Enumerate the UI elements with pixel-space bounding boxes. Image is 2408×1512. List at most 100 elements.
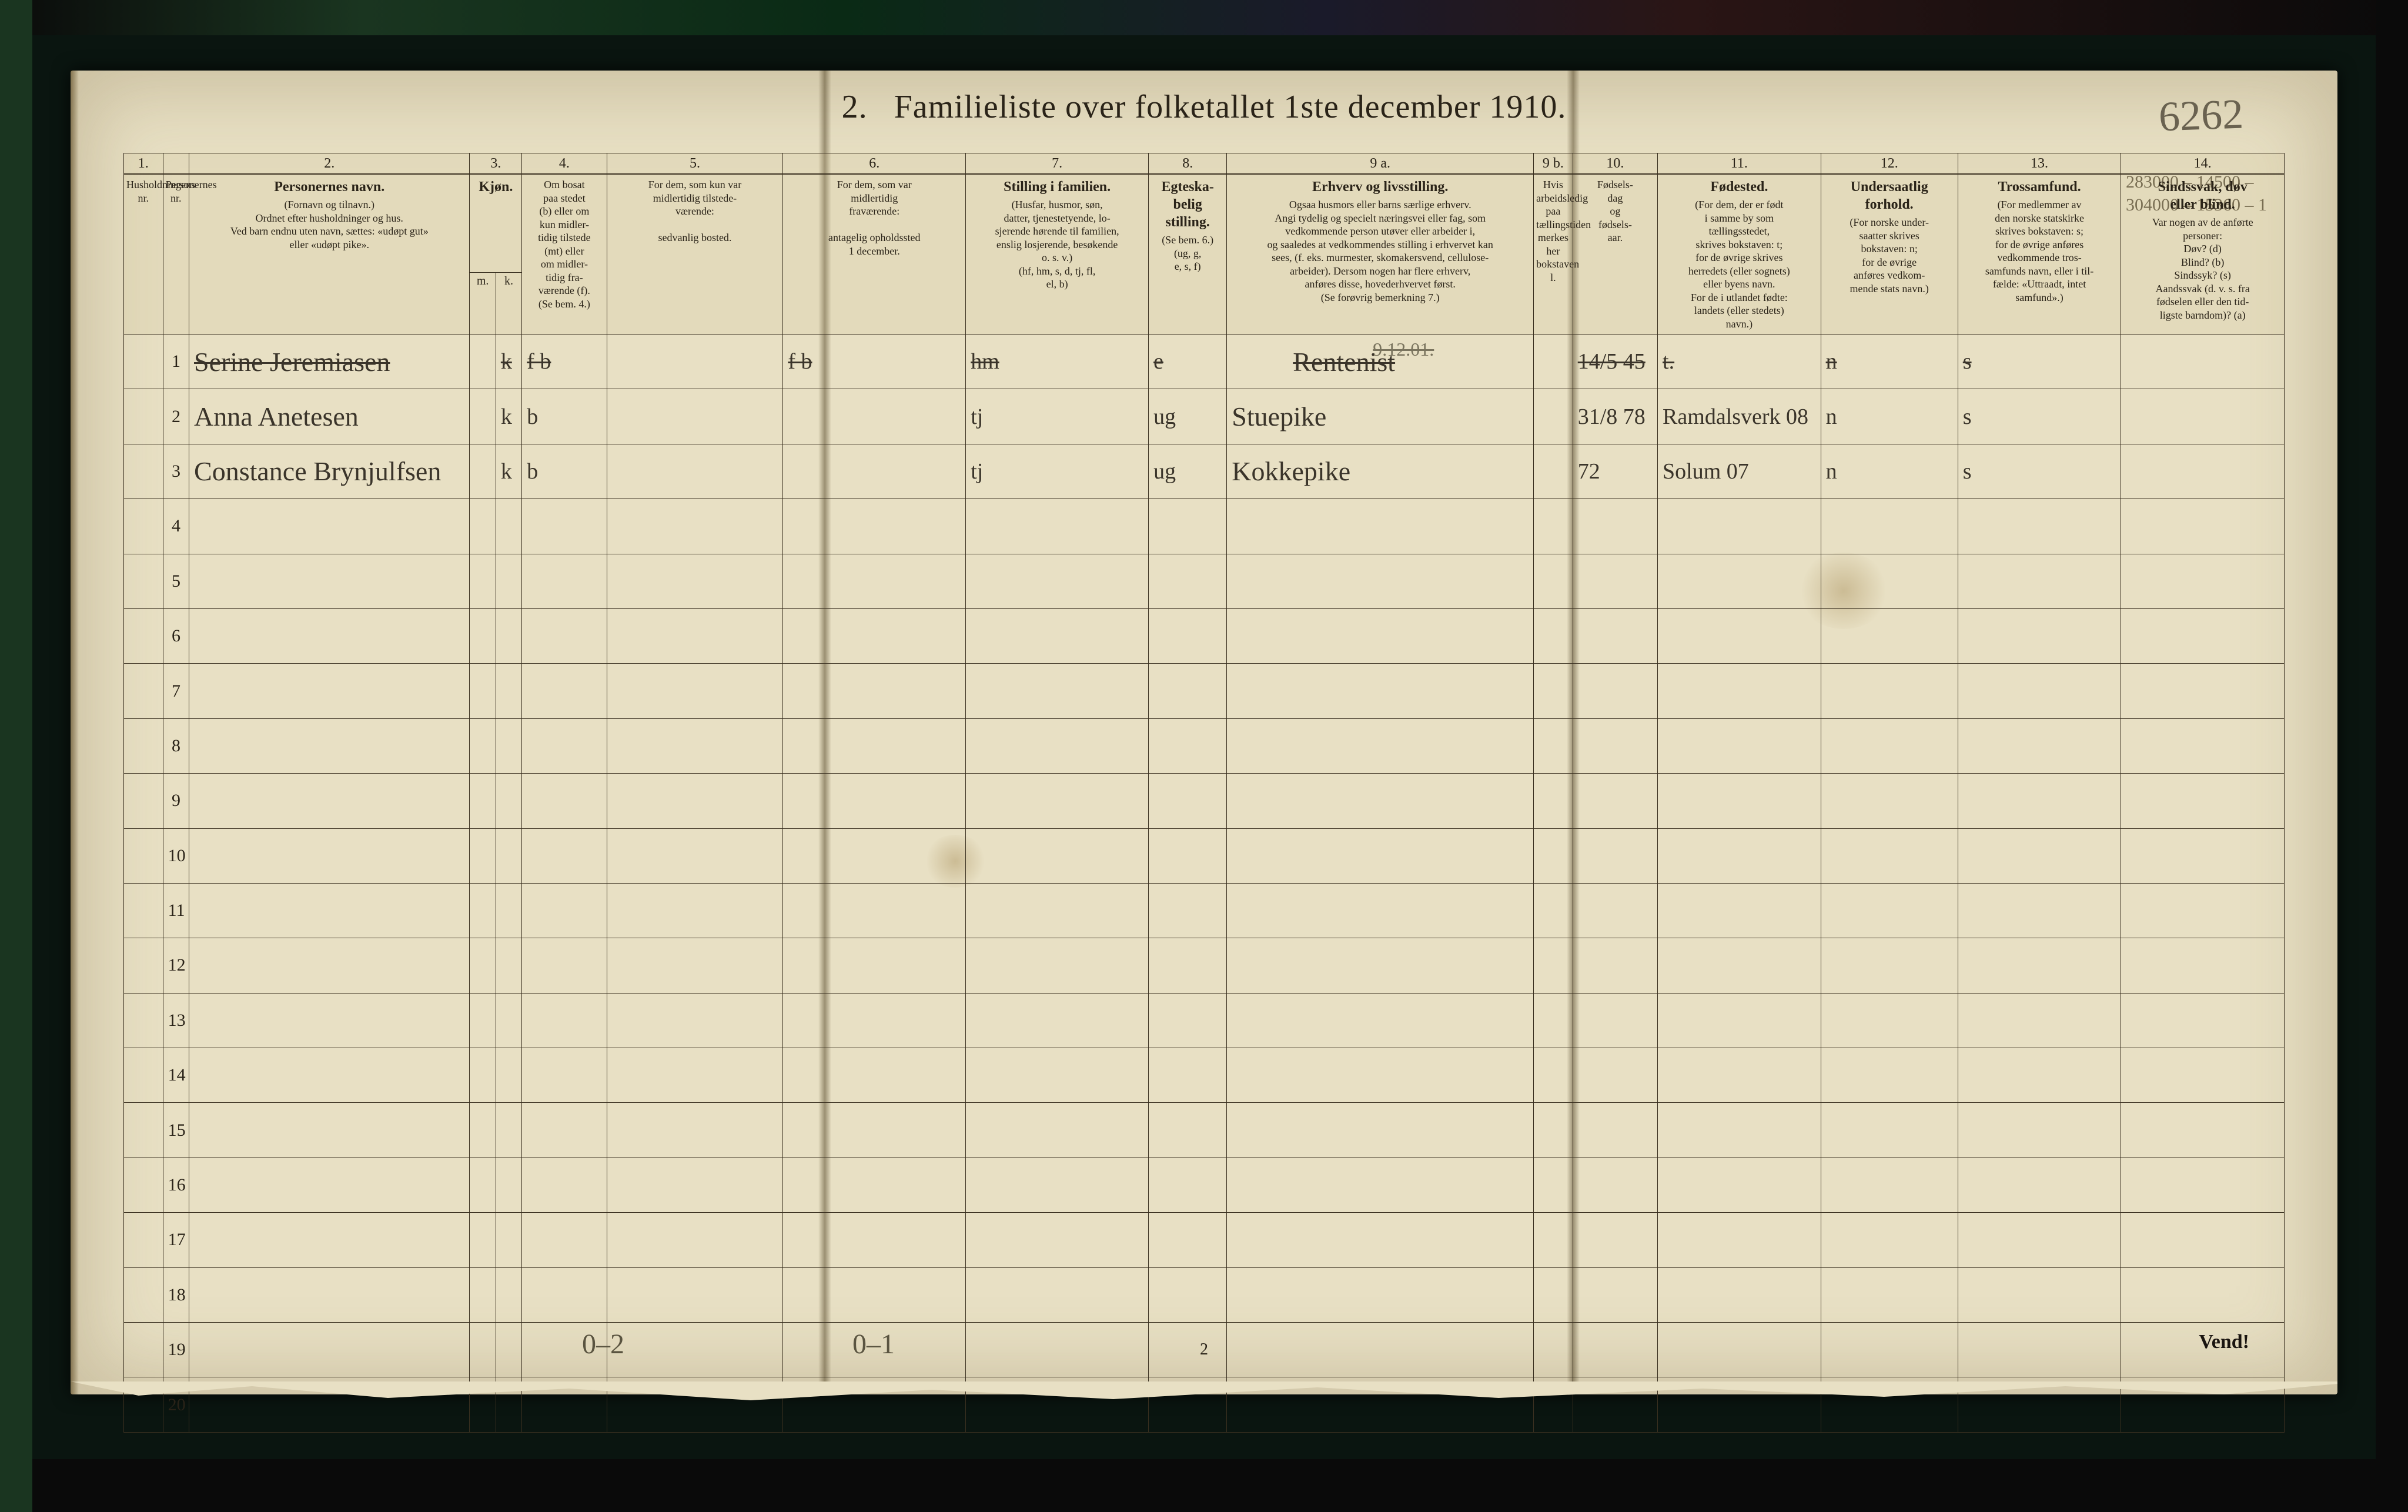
cell-egteskab [1149, 1158, 1227, 1212]
cell-bosat [522, 664, 607, 718]
form-title-number: 2. [842, 89, 868, 125]
cell-helse [2121, 883, 2285, 938]
column-header: Om bosatpaa stedet(b) eller omkun midler… [522, 174, 607, 334]
cell-fodselsdato [1573, 1158, 1657, 1212]
cell-arbeidsledig [1534, 334, 1573, 389]
cell [124, 1323, 163, 1377]
cell-fodselsdato: 14/5 45 [1573, 334, 1657, 389]
cell-trossamfund: s [1958, 389, 2121, 444]
cell-egteskab [1149, 1267, 1227, 1322]
table-row: 6 [124, 608, 2285, 663]
cell-trossamfund [1958, 774, 2121, 828]
cell-undersaat [1821, 664, 1958, 718]
cell-midl-frav [783, 444, 966, 499]
cell-midl-tilstede [607, 664, 783, 718]
cell-fodselsdato [1573, 828, 1657, 883]
cell-stilling-familie: tj [966, 389, 1149, 444]
cell-sex-k: k [496, 444, 521, 499]
cell-undersaat [1821, 1267, 1958, 1322]
cell-midl-tilstede [607, 883, 783, 938]
cell-sex-m [470, 774, 496, 828]
cell-sex-m [470, 1213, 496, 1267]
cell-fodested [1658, 883, 1821, 938]
cell [124, 1103, 163, 1158]
cell-undersaat: n [1821, 444, 1958, 499]
cell-stilling-familie [966, 664, 1149, 718]
cell-egteskab [1149, 993, 1227, 1048]
cell-midl-frav [783, 938, 966, 993]
cell-arbeidsledig [1534, 554, 1573, 608]
cell-trossamfund [1958, 608, 2121, 663]
cell-fodselsdato [1573, 883, 1657, 938]
cell-undersaat [1821, 554, 1958, 608]
cell-midl-tilstede [607, 938, 783, 993]
cell-midl-tilstede [607, 774, 783, 828]
cell-sex-k [496, 718, 521, 773]
cell-midl-tilstede [607, 499, 783, 554]
table-row: 10 [124, 828, 2285, 883]
cell-stilling-familie: tj [966, 444, 1149, 499]
cell-bosat [522, 554, 607, 608]
cell-erhverv [1227, 1323, 1534, 1377]
cell-midl-tilstede [607, 1158, 783, 1212]
cell-egteskab [1149, 664, 1227, 718]
column-header: Egteska-beligstilling.(Se bem. 6.)(ug, g… [1149, 174, 1227, 334]
cell-fodested [1658, 499, 1821, 554]
cell-undersaat [1821, 993, 1958, 1048]
cell-helse [2121, 774, 2285, 828]
cell: 15 [163, 1103, 189, 1158]
cell-sex-k [496, 993, 521, 1048]
cell-midl-frav [783, 993, 966, 1048]
cell-egteskab: ug [1149, 444, 1227, 499]
cell-stilling-familie [966, 1158, 1149, 1212]
cell-erhverv [1227, 664, 1534, 718]
cell-fodested [1658, 1323, 1821, 1377]
cell-sex-k [496, 1158, 521, 1212]
cell: 11 [163, 883, 189, 938]
cell: 1 [163, 334, 189, 389]
cell-fodested [1658, 1213, 1821, 1267]
cell: 10 [163, 828, 189, 883]
cell-stilling-familie [966, 828, 1149, 883]
cell-name [189, 554, 470, 608]
form-title-text: Familieliste over folketallet 1ste decem… [894, 89, 1567, 125]
cell-fodested: Ramdalsverk 08 [1658, 389, 1821, 444]
form-title: 2. Familieliste over folketallet 1ste de… [71, 71, 2337, 126]
cell-trossamfund [1958, 1158, 2121, 1212]
cell-egteskab [1149, 499, 1227, 554]
bottom-annotation-right: 0–1 [852, 1328, 895, 1360]
cell-sex-m [470, 664, 496, 718]
cell-helse [2121, 718, 2285, 773]
cell-midl-frav [783, 1048, 966, 1103]
cell-bosat [522, 1103, 607, 1158]
cell-sex-m [470, 938, 496, 993]
cell [124, 938, 163, 993]
cell-midl-frav [783, 828, 966, 883]
cell-fodselsdato [1573, 664, 1657, 718]
cell-fodselsdato [1573, 718, 1657, 773]
cell-fodested [1658, 554, 1821, 608]
cell-name [189, 1103, 470, 1158]
page-number: 2 [1200, 1340, 1208, 1359]
cell-midl-frav [783, 664, 966, 718]
cell-name [189, 938, 470, 993]
cell [124, 828, 163, 883]
cell-bosat [522, 938, 607, 993]
cell-stilling-familie [966, 883, 1149, 938]
column-header: Personernes navn.(Fornavn og tilnavn.)Or… [189, 174, 470, 334]
cell-helse [2121, 444, 2285, 499]
cell-sex-k [496, 1323, 521, 1377]
cell-stilling-familie [966, 993, 1149, 1048]
cell-sex-k [496, 938, 521, 993]
column-header: Hvis arbeidsledigpaa tællingstiden merke… [1534, 174, 1573, 334]
cell-sex-k [496, 774, 521, 828]
cell-sex-k [496, 1213, 521, 1267]
cell-midl-tilstede [607, 1323, 783, 1377]
cell-sex-k [496, 554, 521, 608]
cell-sex-m [470, 718, 496, 773]
cell-midl-frav [783, 718, 966, 773]
cell-fodested: Solum 07 [1658, 444, 1821, 499]
column-number: 7. [966, 153, 1149, 175]
cell-sex-m [470, 993, 496, 1048]
cell-arbeidsledig [1534, 718, 1573, 773]
